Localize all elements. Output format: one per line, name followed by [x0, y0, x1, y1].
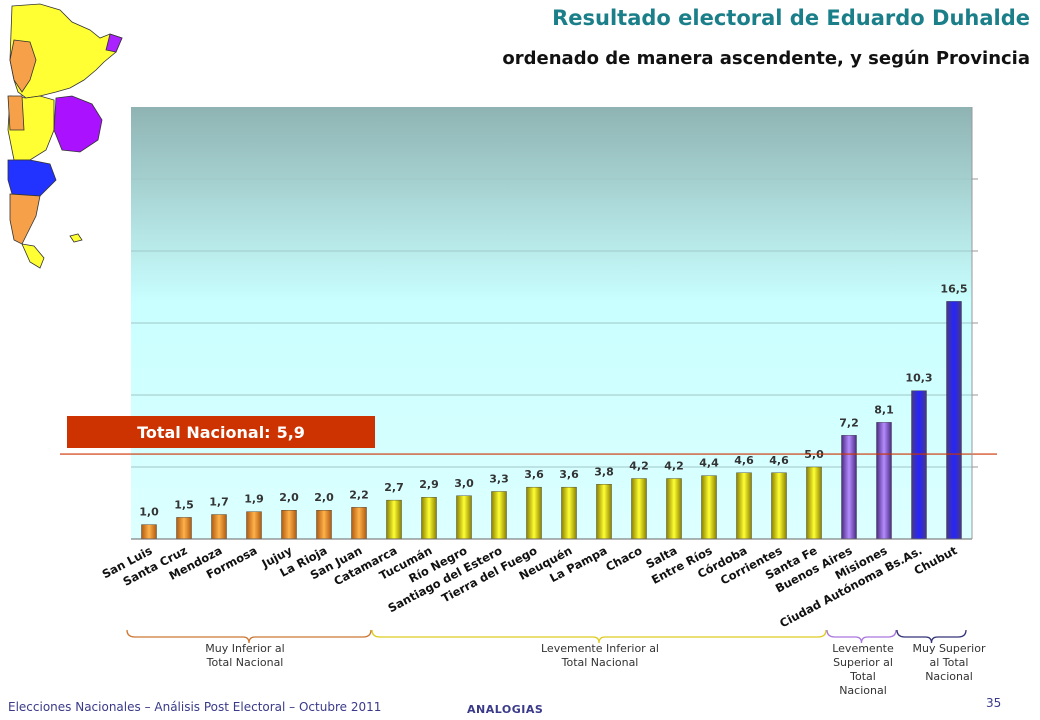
bar — [701, 475, 717, 540]
group-label-line: Total — [850, 670, 876, 683]
map-patagonia-south — [9, 193, 41, 245]
group-label-muy-superior: Muy Superior al Total Nacional — [903, 642, 995, 684]
data-label: 2,9 — [419, 478, 439, 491]
total-nacional-box: Total Nacional: 5,9 — [67, 416, 375, 449]
bar — [841, 435, 857, 540]
bar — [281, 510, 297, 540]
data-label: 1,7 — [209, 496, 229, 509]
map-misiones-region — [105, 33, 123, 53]
x-tick-label: Chaco — [603, 543, 644, 574]
bar — [316, 510, 332, 540]
footer-brand: ANALOGIAS — [467, 703, 544, 716]
bar — [596, 484, 612, 540]
group-label-line: Levemente Inferior al — [541, 642, 659, 655]
group-label-line: al Total — [929, 656, 969, 669]
bar — [176, 517, 192, 540]
total-nacional-value: 5,9 — [276, 422, 305, 442]
bar — [631, 478, 647, 540]
data-label: 3,6 — [524, 468, 544, 481]
data-label: 4,6 — [769, 454, 789, 467]
group-brace — [826, 629, 897, 644]
page-subtitle: ordenado de manera ascendente, y según P… — [502, 48, 1030, 69]
data-label: 3,3 — [489, 472, 509, 485]
group-label-line: Total Nacional — [561, 656, 639, 669]
page-number: 35 — [986, 696, 1002, 710]
page-title: Resultado electoral de Eduardo Duhalde — [552, 6, 1030, 30]
group-label-levemente-inferior: Levemente Inferior al Total Nacional — [510, 642, 690, 670]
footer-text: Elecciones Nacionales – Análisis Post El… — [8, 700, 382, 714]
data-label: 4,6 — [734, 454, 754, 467]
bar — [736, 472, 752, 540]
data-label: 3,8 — [594, 465, 614, 478]
group-label-line: Nacional — [925, 670, 973, 683]
group-brace — [371, 629, 827, 644]
data-label: 1,0 — [139, 506, 159, 519]
data-label: 2,0 — [314, 491, 334, 504]
total-nacional-label: Total Nacional: — [137, 422, 271, 442]
map-patagonia-north — [7, 159, 57, 197]
bar — [876, 422, 892, 540]
bar — [141, 524, 157, 540]
group-label-line: Muy Inferior al — [205, 642, 285, 655]
bar — [526, 486, 542, 540]
data-label: 2,0 — [279, 491, 299, 504]
argentina-map — [7, 3, 123, 269]
data-label: 4,2 — [664, 460, 684, 473]
data-label: 10,3 — [905, 372, 932, 385]
bar — [386, 499, 402, 540]
map-islands — [69, 233, 83, 243]
group-label-line: Superior al — [833, 656, 893, 669]
data-label: 16,5 — [940, 282, 967, 295]
data-label: 4,4 — [699, 457, 719, 470]
bar — [211, 514, 227, 540]
map-north-region — [9, 3, 123, 99]
bar — [806, 466, 822, 540]
map-buenos-aires-region — [53, 95, 103, 153]
data-label: 1,9 — [244, 493, 264, 506]
bar — [666, 478, 682, 540]
bar — [946, 301, 962, 540]
bar — [246, 511, 262, 540]
bar — [911, 390, 927, 540]
data-label: 4,2 — [629, 460, 649, 473]
map-northwest-region — [9, 39, 37, 93]
data-label: 1,5 — [174, 498, 194, 511]
group-label-line: Total Nacional — [206, 656, 284, 669]
group-brace — [896, 629, 967, 644]
map-tierra-del-fuego — [21, 243, 45, 269]
bar — [491, 491, 507, 540]
data-label: 7,2 — [839, 416, 859, 429]
group-label-muy-inferior: Muy Inferior al Total Nacional — [170, 642, 320, 670]
bar — [456, 495, 472, 540]
map-cuyo-region — [7, 95, 25, 131]
data-label: 2,2 — [349, 488, 369, 501]
data-label: 8,1 — [874, 403, 894, 416]
bar — [771, 472, 787, 540]
data-label: 3,0 — [454, 477, 474, 490]
data-label: 2,7 — [384, 481, 404, 494]
group-label-levemente-superior: Levemente Superior al Total Nacional — [821, 642, 905, 698]
data-label: 3,6 — [559, 468, 579, 481]
bar — [421, 497, 437, 540]
bar — [561, 486, 577, 540]
group-label-line: Levemente — [832, 642, 894, 655]
group-brace — [126, 629, 372, 644]
group-label-line: Muy Superior — [912, 642, 986, 655]
group-label-line: Nacional — [839, 684, 887, 697]
bar — [351, 507, 367, 540]
